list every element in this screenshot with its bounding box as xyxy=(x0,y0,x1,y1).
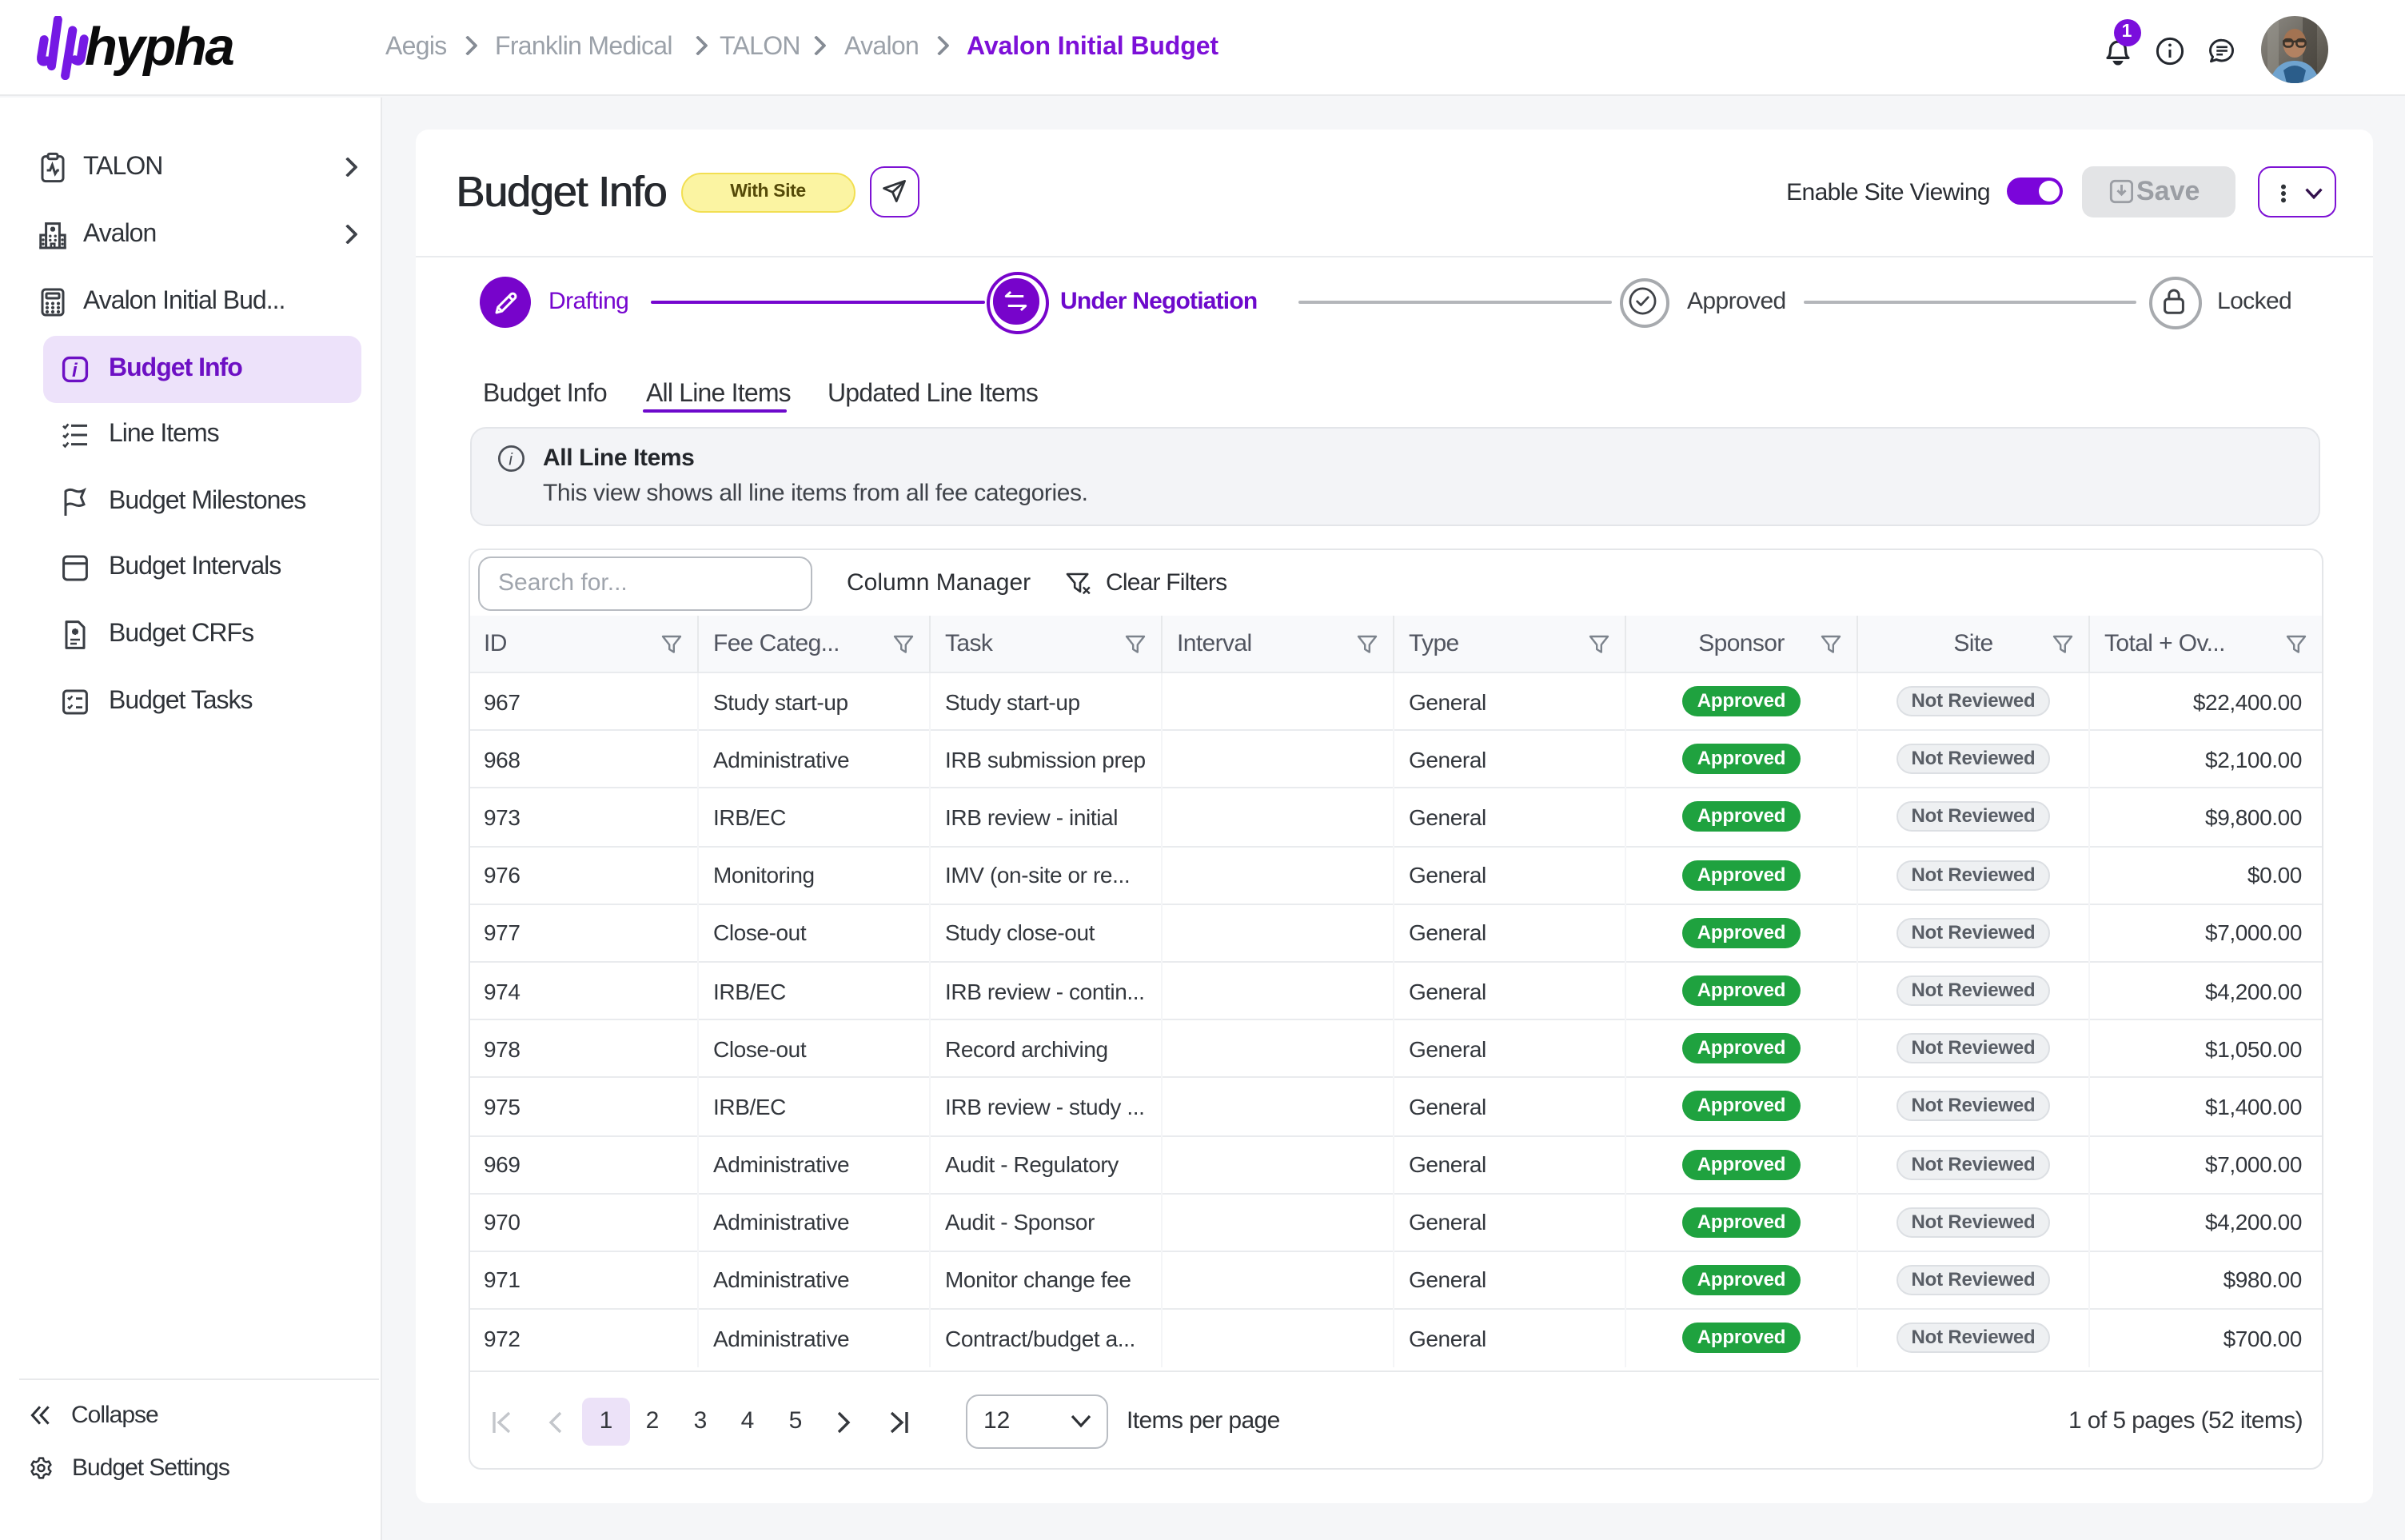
svg-text:i: i xyxy=(72,360,78,381)
svg-text:hypha: hypha xyxy=(85,17,233,77)
svg-text:i: i xyxy=(509,449,513,469)
